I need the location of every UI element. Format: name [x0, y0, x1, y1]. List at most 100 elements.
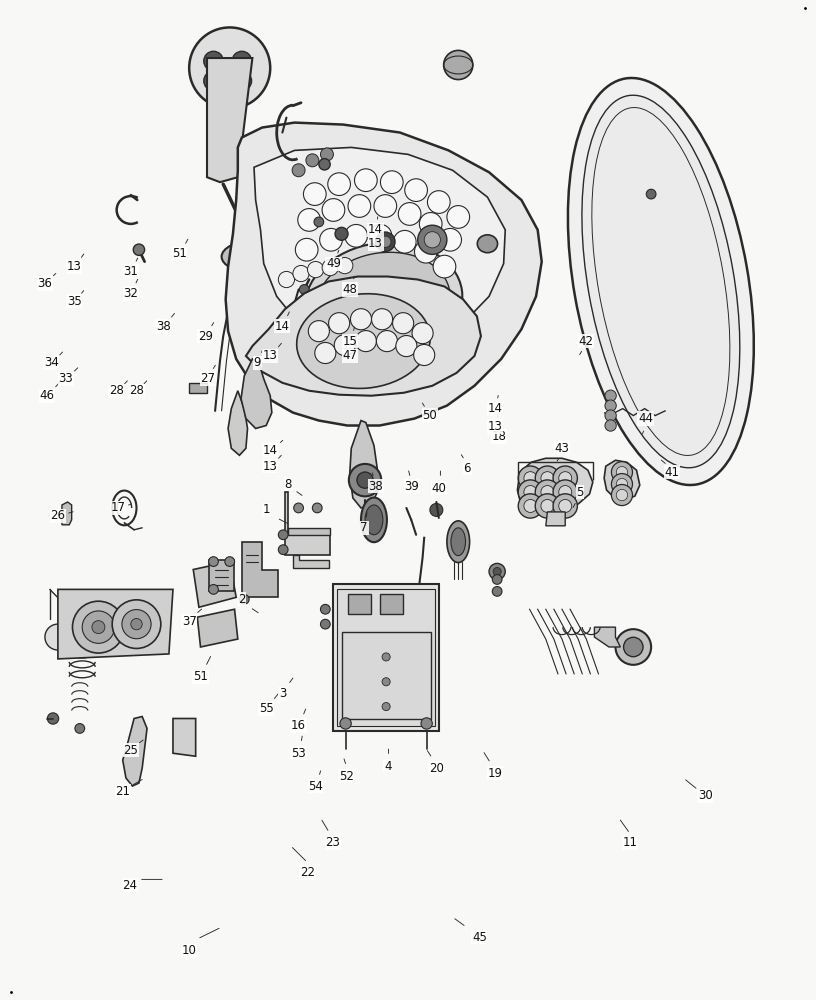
Text: 28: 28: [129, 384, 144, 397]
Circle shape: [304, 183, 326, 205]
Ellipse shape: [317, 252, 450, 350]
Text: 22: 22: [300, 866, 315, 879]
Polygon shape: [546, 512, 565, 526]
Circle shape: [439, 228, 462, 251]
Circle shape: [47, 713, 59, 724]
Text: 14: 14: [263, 444, 277, 457]
Polygon shape: [517, 458, 592, 512]
Circle shape: [315, 342, 336, 364]
Text: 41: 41: [665, 466, 680, 479]
Circle shape: [189, 27, 270, 108]
Text: 9: 9: [254, 356, 261, 369]
Circle shape: [382, 703, 390, 711]
Text: 51: 51: [193, 670, 208, 683]
Circle shape: [82, 611, 114, 643]
Circle shape: [623, 637, 643, 657]
Circle shape: [518, 466, 543, 490]
Text: 38: 38: [368, 480, 383, 493]
Circle shape: [535, 466, 560, 490]
Text: 13: 13: [263, 349, 277, 362]
Text: 29: 29: [198, 330, 213, 343]
Text: 46: 46: [40, 389, 55, 402]
Ellipse shape: [447, 521, 469, 563]
Circle shape: [204, 51, 224, 71]
Circle shape: [322, 199, 345, 221]
Circle shape: [232, 71, 251, 91]
Circle shape: [321, 619, 330, 629]
Circle shape: [535, 494, 560, 518]
Circle shape: [122, 610, 151, 639]
Text: 5: 5: [576, 486, 583, 499]
Text: 39: 39: [405, 480, 419, 493]
Circle shape: [204, 71, 224, 91]
Text: 50: 50: [423, 409, 437, 422]
Ellipse shape: [305, 242, 463, 360]
Polygon shape: [285, 492, 330, 555]
Text: 49: 49: [326, 257, 341, 270]
Circle shape: [319, 159, 330, 170]
Text: 51: 51: [172, 247, 187, 260]
Circle shape: [421, 718, 432, 729]
Circle shape: [209, 557, 219, 566]
Text: 52: 52: [339, 770, 354, 783]
Circle shape: [329, 313, 349, 334]
Circle shape: [335, 227, 348, 240]
Circle shape: [328, 173, 350, 196]
Circle shape: [605, 390, 616, 401]
Polygon shape: [242, 542, 278, 597]
Polygon shape: [288, 528, 330, 535]
Circle shape: [424, 232, 441, 248]
Circle shape: [232, 51, 251, 71]
Circle shape: [428, 191, 450, 213]
Text: 3: 3: [279, 687, 286, 700]
Circle shape: [518, 494, 543, 518]
Circle shape: [382, 678, 390, 686]
Bar: [342, 632, 431, 719]
Text: 8: 8: [284, 478, 292, 491]
Circle shape: [553, 494, 578, 518]
Circle shape: [348, 195, 370, 217]
Polygon shape: [122, 717, 147, 786]
Circle shape: [337, 258, 353, 274]
Circle shape: [374, 195, 397, 217]
Circle shape: [492, 575, 502, 584]
Text: 28: 28: [109, 384, 124, 397]
Circle shape: [382, 653, 390, 661]
Polygon shape: [349, 421, 377, 508]
Bar: [348, 594, 370, 614]
Text: 35: 35: [67, 295, 82, 308]
Text: 2: 2: [238, 593, 246, 606]
Circle shape: [418, 225, 447, 254]
Circle shape: [92, 621, 105, 634]
Circle shape: [559, 486, 572, 499]
Circle shape: [541, 472, 554, 485]
Circle shape: [278, 530, 288, 540]
Circle shape: [355, 331, 376, 352]
Circle shape: [292, 164, 305, 177]
Circle shape: [524, 499, 537, 512]
Polygon shape: [210, 560, 233, 591]
Text: 36: 36: [38, 277, 52, 290]
Circle shape: [225, 557, 234, 566]
Circle shape: [611, 484, 632, 506]
Circle shape: [371, 309, 392, 330]
Text: 20: 20: [429, 762, 444, 775]
Text: 38: 38: [156, 320, 171, 333]
Circle shape: [239, 594, 249, 604]
Circle shape: [314, 217, 324, 227]
Circle shape: [308, 261, 324, 278]
Circle shape: [299, 285, 309, 294]
Text: 21: 21: [115, 785, 131, 798]
Circle shape: [354, 169, 377, 192]
Circle shape: [518, 480, 543, 504]
Circle shape: [646, 189, 656, 199]
Text: 45: 45: [472, 931, 487, 944]
Circle shape: [559, 499, 572, 512]
Polygon shape: [254, 147, 505, 349]
Text: 10: 10: [182, 944, 197, 957]
Polygon shape: [604, 460, 640, 500]
Bar: [189, 383, 207, 393]
Circle shape: [447, 206, 469, 228]
Polygon shape: [594, 627, 620, 647]
Circle shape: [209, 585, 219, 594]
